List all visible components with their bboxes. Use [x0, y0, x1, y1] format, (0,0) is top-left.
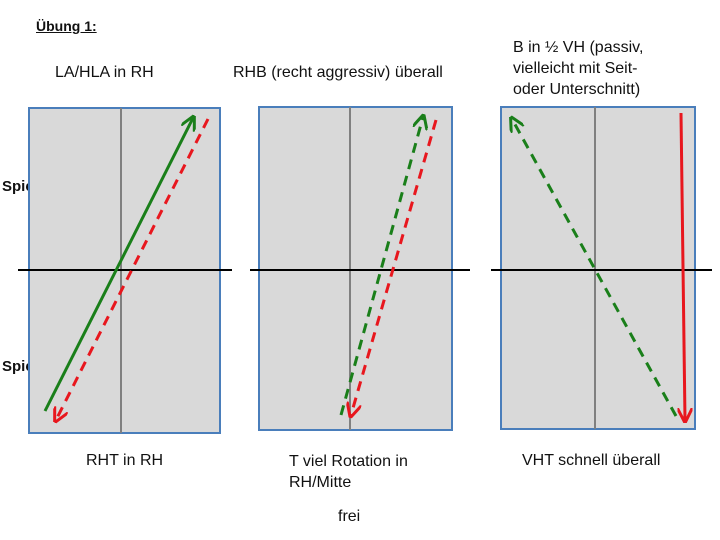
footer-text: frei: [338, 508, 361, 525]
table-1-red-dashed-arrow: [56, 118, 210, 420]
table-1-top-label: LA/HLA in RH: [55, 64, 154, 81]
table-2-bottom-label-line-2: RH/Mitte: [289, 474, 352, 491]
table-2-top-label: RHB (recht aggressiv) überall: [233, 64, 443, 81]
exercise-title: Übung 1:: [36, 18, 97, 34]
table-3-top-label-line-3: oder Unterschnitt): [513, 81, 641, 98]
table-2-green-dashed-arrow: [339, 117, 423, 416]
table-2-surface: [258, 106, 453, 431]
table-3-top-label-line-1: B in ½ VH (passiv,: [513, 39, 644, 56]
table-3-bottom-label: VHT schnell überall: [522, 452, 661, 469]
table-1-green-solid-arrow: [43, 118, 193, 412]
table-3-green-dashed-arrow: [512, 119, 678, 417]
table-3: [491, 106, 712, 430]
table-3-red-solid-arrow: [681, 112, 685, 420]
table-2-red-dashed-arrow: [351, 119, 438, 415]
table-3-top-label-line-2: vielleicht mit Seit-: [513, 60, 638, 77]
table-2: [250, 106, 470, 431]
table-2-bottom-label-line-1: T viel Rotation in: [289, 453, 408, 470]
table-1-bottom-label: RHT in RH: [86, 452, 164, 469]
table-3-surface: [500, 106, 696, 430]
table-1: [18, 107, 232, 434]
